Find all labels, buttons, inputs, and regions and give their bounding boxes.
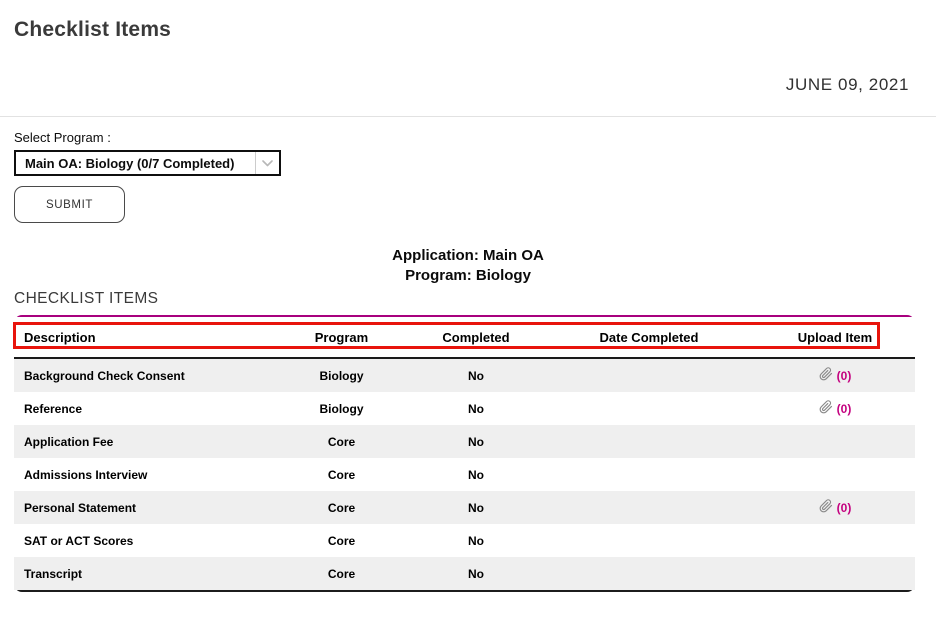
column-header-completed: Completed [442, 329, 510, 345]
table-row: Personal Statement Core No (0) [14, 491, 915, 524]
cell-completed: No [468, 500, 484, 515]
paperclip-icon [819, 400, 833, 417]
application-name: Application: Main OA [392, 247, 544, 264]
chevron-down-icon [255, 152, 279, 174]
column-header-upload-item: Upload Item [797, 329, 873, 345]
cell-completed: No [468, 434, 484, 449]
table-header-row: Description Program Completed Date Compl… [13, 317, 915, 359]
cell-completed: No [468, 467, 484, 482]
column-header-program: Program [314, 329, 369, 345]
cell-description: SAT or ACT Scores [24, 533, 134, 548]
cell-completed: No [468, 401, 484, 416]
upload-count: (0) [836, 500, 852, 515]
table-row: Background Check Consent Biology No (0) [14, 359, 915, 392]
checklist-page: Checklist Items JUNE 09, 2021 Select Pro… [0, 18, 936, 623]
cell-program: Core [327, 467, 356, 482]
column-header-date-completed: Date Completed [599, 329, 699, 345]
program-select-value: Main OA: Biology (0/7 Completed) [25, 155, 235, 171]
header-divider [0, 116, 936, 117]
submit-button[interactable]: SUBMIT [14, 186, 125, 223]
cell-program: Core [327, 566, 356, 581]
cell-upload-item: (0) [729, 367, 915, 384]
table-row: Reference Biology No (0) [14, 392, 915, 425]
table-body: Background Check Consent Biology No (0) … [14, 359, 915, 590]
application-info: Application: Main OA Program: Biology [0, 246, 936, 286]
cell-program: Core [327, 434, 356, 449]
checklist-heading: CHECKLIST ITEMS [14, 290, 159, 307]
page-title: Checklist Items [14, 18, 172, 41]
program-name: Program: Biology [405, 267, 531, 284]
select-program-label: Select Program : [14, 130, 111, 145]
table-row: Admissions Interview Core No [14, 458, 915, 491]
cell-completed: No [468, 368, 484, 383]
cell-description: Reference [24, 401, 83, 416]
cell-description: Admissions Interview [24, 467, 148, 482]
cell-description: Application Fee [24, 434, 114, 449]
cell-description: Transcript [24, 566, 83, 581]
paperclip-icon [819, 499, 833, 516]
table-row: Transcript Core No [14, 557, 915, 590]
program-form: Select Program : Main OA: Biology (0/7 C… [14, 130, 936, 223]
cell-description: Personal Statement [24, 500, 137, 515]
upload-link[interactable]: (0) [819, 400, 852, 417]
table-row: Application Fee Core No [14, 425, 915, 458]
upload-count: (0) [836, 368, 852, 383]
cell-program: Biology [319, 401, 364, 416]
upload-count: (0) [836, 401, 852, 416]
program-select[interactable]: Main OA: Biology (0/7 Completed) [14, 150, 281, 176]
cell-program: Biology [319, 368, 364, 383]
upload-link[interactable]: (0) [819, 499, 852, 516]
cell-program: Core [327, 500, 356, 515]
checklist-table: Description Program Completed Date Compl… [13, 315, 915, 592]
paperclip-icon [819, 367, 833, 384]
cell-completed: No [468, 533, 484, 548]
cell-upload-item: (0) [729, 499, 915, 516]
column-header-description: Description [24, 329, 96, 345]
page-date: JUNE 09, 2021 [785, 75, 909, 94]
cell-upload-item: (0) [729, 400, 915, 417]
upload-link[interactable]: (0) [819, 367, 852, 384]
cell-completed: No [468, 566, 484, 581]
table-row: SAT or ACT Scores Core No [14, 524, 915, 557]
cell-description: Background Check Consent [24, 368, 185, 383]
cell-program: Core [327, 533, 356, 548]
